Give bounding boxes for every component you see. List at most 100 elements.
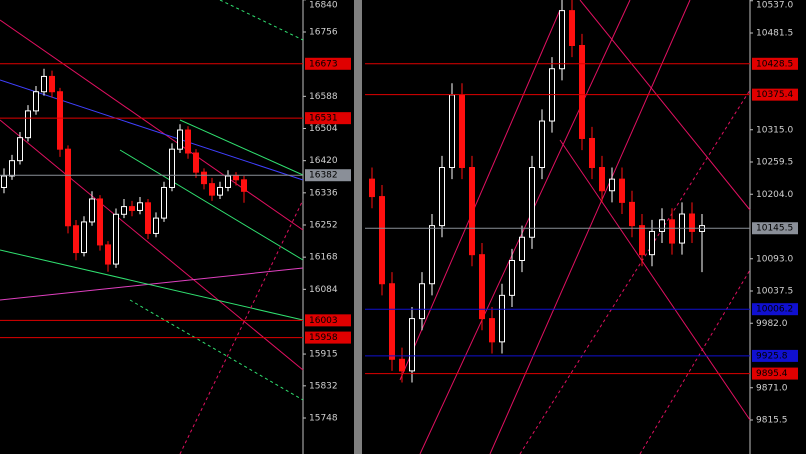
candle-body [129, 206, 135, 211]
candle-body [499, 294, 505, 343]
channel-line [0, 249, 304, 321]
level-box [305, 331, 351, 344]
candle-body [579, 44, 585, 139]
candle-body [161, 186, 167, 219]
candle-body [379, 196, 385, 285]
candle-body [399, 358, 405, 372]
candle-body [89, 198, 95, 223]
channel-line [119, 149, 304, 261]
level-box [752, 57, 798, 70]
candle-body [225, 175, 231, 188]
level-box [305, 112, 351, 125]
level-label: 9925.8 [756, 351, 788, 361]
channel-line [579, 0, 751, 211]
candle-body [519, 236, 525, 261]
candle-body [177, 129, 183, 150]
candle-body [233, 175, 239, 181]
price-label: 15915 [309, 350, 338, 360]
price-label: 10315.0 [756, 125, 793, 135]
candle-body [185, 129, 191, 154]
channel-line [0, 19, 304, 231]
level-label: 10006.2 [756, 305, 793, 315]
candle-body [659, 219, 665, 232]
level-label: 9895.4 [756, 369, 788, 379]
candle-body [105, 244, 111, 265]
level-label: 10375.4 [756, 90, 793, 100]
candle-body [509, 259, 515, 296]
candle-body [479, 254, 485, 320]
candle-body [153, 217, 159, 234]
candle-body [121, 206, 127, 215]
price-label: 10204.0 [756, 190, 793, 200]
price-label: 16756 [309, 28, 338, 38]
price-label: 15832 [309, 381, 338, 391]
candle-body [449, 94, 455, 169]
price-label: 16420 [309, 156, 338, 166]
price-label: 16168 [309, 253, 338, 263]
candle-body [57, 91, 63, 150]
candle-body [169, 148, 175, 188]
candle-body [81, 221, 87, 254]
price-label: 16084 [309, 285, 338, 295]
channel-line [399, 9, 561, 381]
candle-body [201, 171, 207, 185]
level-box [752, 222, 798, 235]
level-label: 16003 [309, 316, 338, 326]
price-label: 15748 [309, 414, 338, 424]
candle-body [17, 137, 23, 162]
level-label: 16531 [309, 114, 338, 124]
candle-body [559, 10, 565, 70]
level-label: 16673 [309, 59, 338, 69]
price-label: 10537.0 [756, 1, 793, 11]
candle-body [639, 225, 645, 256]
candle-body [489, 318, 495, 343]
price-label: 9815.5 [756, 416, 788, 426]
trend-line [0, 79, 304, 181]
channel-line [419, 0, 631, 454]
price-label: 16588 [309, 92, 338, 102]
candle-body [369, 178, 375, 198]
level-box [752, 367, 798, 380]
price-label: 16840 [309, 1, 338, 11]
trend-line [0, 267, 304, 301]
level-label: 10428.5 [756, 59, 793, 69]
candle-body [589, 137, 595, 169]
candle-body [609, 178, 615, 192]
candle-body [113, 213, 119, 265]
candle-body [669, 219, 675, 244]
price-label: 10259.5 [756, 158, 793, 168]
candle-body [217, 186, 223, 196]
level-label: 10145.5 [756, 224, 793, 234]
candle-body [599, 167, 605, 192]
level-box [305, 57, 351, 70]
price-label: 10093.0 [756, 254, 793, 264]
candle-body [439, 167, 445, 227]
price-label: 16504 [309, 124, 338, 134]
candle-body [429, 225, 435, 285]
candle-body [569, 10, 575, 46]
level-box [305, 169, 351, 182]
candle-body [49, 75, 55, 93]
channel-line [179, 199, 304, 454]
candle-body [649, 230, 655, 256]
candle-body [459, 94, 465, 169]
level-box [752, 303, 798, 316]
candle-body [241, 179, 247, 192]
candle-body [389, 283, 395, 360]
candle-body [629, 201, 635, 227]
level-label: 16382 [309, 171, 338, 181]
channel-line [179, 119, 304, 176]
price-label: 10037.5 [756, 287, 793, 297]
level-box [752, 88, 798, 101]
price-label: 16252 [309, 221, 338, 231]
candle-body [619, 178, 625, 203]
candle-body [9, 160, 15, 177]
panel-divider [354, 0, 362, 454]
candle-body [33, 91, 39, 112]
price-label: 10481.5 [756, 29, 793, 39]
candle-body [65, 148, 71, 227]
candle-body [419, 283, 425, 320]
channel-line [0, 119, 304, 371]
level-box [305, 314, 351, 327]
